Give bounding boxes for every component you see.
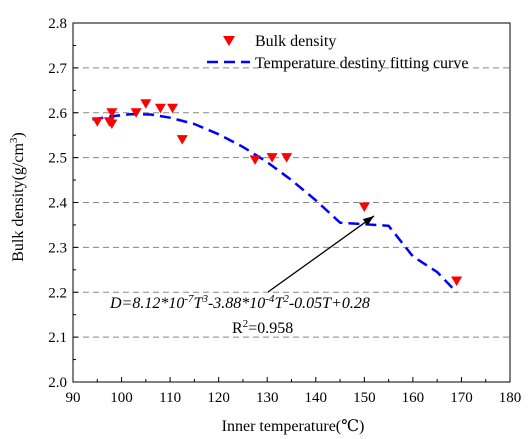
x-tick-label: 110 bbox=[159, 390, 181, 406]
data-point bbox=[106, 119, 118, 129]
legend-label-fitting-curve: Temperature destiny fitting curve bbox=[255, 55, 468, 72]
x-tick-label: 90 bbox=[66, 390, 81, 406]
annotation-arrow bbox=[267, 215, 375, 293]
legend-label-bulk-density: Bulk density bbox=[255, 33, 336, 50]
legend: Bulk density Temperature destiny fitting… bbox=[207, 33, 468, 72]
y-tick-label: 2.1 bbox=[48, 330, 67, 346]
y-tick-label: 2.8 bbox=[48, 16, 67, 32]
equation-text: D=8.12*10-7T3-3.88*10-4T2-0.05T+0.28 bbox=[109, 293, 370, 312]
data-point bbox=[106, 108, 118, 118]
data-point bbox=[130, 108, 142, 118]
y-tick-label: 2.7 bbox=[48, 61, 67, 77]
y-tick-label: 2.6 bbox=[48, 106, 67, 122]
y-tick-label: 2.0 bbox=[48, 375, 67, 391]
x-tick-label: 100 bbox=[110, 390, 133, 406]
x-tick-label: 130 bbox=[256, 390, 279, 406]
x-tick-label: 120 bbox=[207, 390, 230, 406]
fitting-curve-line bbox=[92, 112, 458, 294]
x-tick-label: 160 bbox=[402, 390, 425, 406]
annotation-arrowhead bbox=[362, 215, 375, 226]
y-tick-label: 2.5 bbox=[48, 151, 67, 167]
fitting-curve-series bbox=[92, 112, 458, 294]
data-point bbox=[281, 153, 293, 163]
data-point bbox=[451, 276, 463, 287]
data-point bbox=[140, 99, 152, 109]
y-axis-title: Bulk density(g/cm3) bbox=[8, 132, 27, 261]
data-point bbox=[91, 117, 103, 127]
x-tick-label: 180 bbox=[499, 390, 522, 406]
data-point bbox=[154, 103, 166, 114]
gridlines bbox=[73, 67, 510, 338]
y-tick-label: 2.3 bbox=[48, 240, 67, 256]
y-tick-label: 2.2 bbox=[48, 285, 67, 301]
x-tick-label: 150 bbox=[353, 390, 376, 406]
data-point bbox=[249, 155, 261, 165]
legend-triangle-marker bbox=[223, 36, 235, 46]
y-axis-title-main: Bulk density(g/cm bbox=[10, 143, 27, 262]
y-axis-title-sup: 3 bbox=[8, 137, 20, 143]
data-point bbox=[358, 202, 370, 212]
r-squared-text: R2=0.958 bbox=[232, 318, 293, 337]
x-tick-label: 140 bbox=[305, 390, 328, 406]
y-axis-ticks: 2.0 2.1 2.2 2.3 2.4 2.5 2.6 2.7 2.8 bbox=[48, 16, 78, 391]
data-point bbox=[176, 135, 188, 145]
y-tick-label: 2.4 bbox=[48, 196, 67, 212]
data-point bbox=[167, 103, 179, 114]
y-axis-title-close: ) bbox=[10, 132, 27, 137]
x-axis-ticks: 90 100 110 120 130 140 150 160 170 180 bbox=[66, 377, 522, 406]
equation-annotation: D=8.12*10-7T3-3.88*10-4T2-0.05T+0.28 R2=… bbox=[109, 215, 375, 337]
x-axis-title: Inner temperature(℃) bbox=[222, 418, 365, 435]
bulk-density-series bbox=[91, 99, 463, 287]
data-point bbox=[266, 153, 278, 163]
x-tick-label: 170 bbox=[450, 390, 473, 406]
